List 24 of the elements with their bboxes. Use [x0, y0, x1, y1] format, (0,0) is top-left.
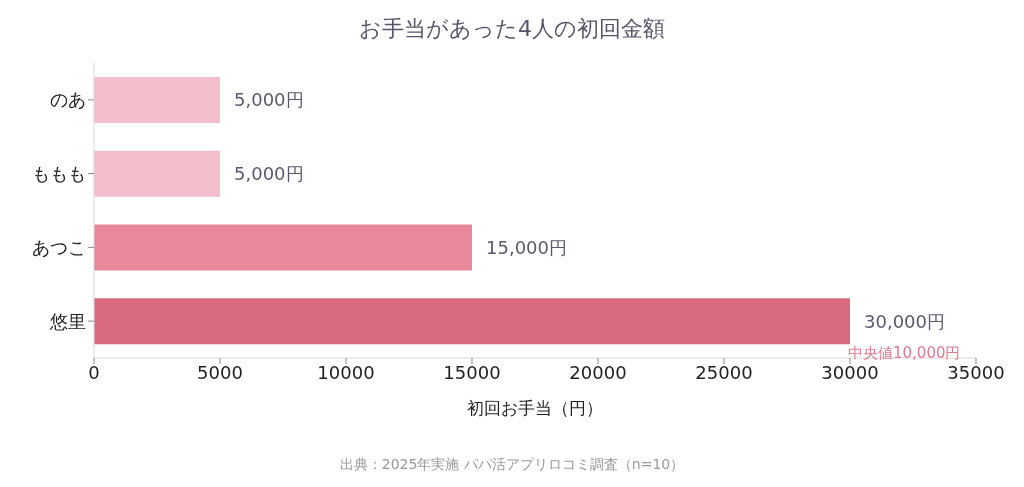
bar [94, 150, 220, 197]
data-label: 30,000円 [864, 310, 945, 332]
x-tick-label: 10000 [317, 361, 375, 383]
bar [94, 224, 472, 271]
bar [94, 298, 850, 345]
annotation: 中央値10,000円 [848, 344, 961, 363]
x-tick-label: 0 [88, 361, 100, 383]
x-tick-label: 35000 [947, 361, 1005, 383]
x-tick-label: 25000 [695, 361, 753, 383]
x-tick-label: 30000 [821, 361, 879, 383]
x-tick-label: 15000 [443, 361, 501, 383]
source-note: 出典：2025年実施 パパ活アプリロコミ調査（n=10） [338, 456, 686, 474]
x-tick-label: 5000 [197, 361, 243, 383]
data-label: 5,000円 [234, 163, 304, 185]
bar [94, 77, 220, 123]
y-tick-label: ももも [32, 163, 86, 185]
x-tick-label: 20000 [569, 361, 627, 383]
chart-title: お手当があった4人の初回金額 [358, 15, 666, 43]
y-tick-label: あつこ [32, 236, 86, 258]
y-tick-label: 悠里 [49, 310, 86, 332]
data-label: 5,000円 [234, 89, 304, 111]
x-axis-title: 初回お手当（円） [467, 398, 603, 418]
y-tick-label: のあ [50, 89, 86, 111]
data-label: 15,000円 [486, 236, 567, 258]
